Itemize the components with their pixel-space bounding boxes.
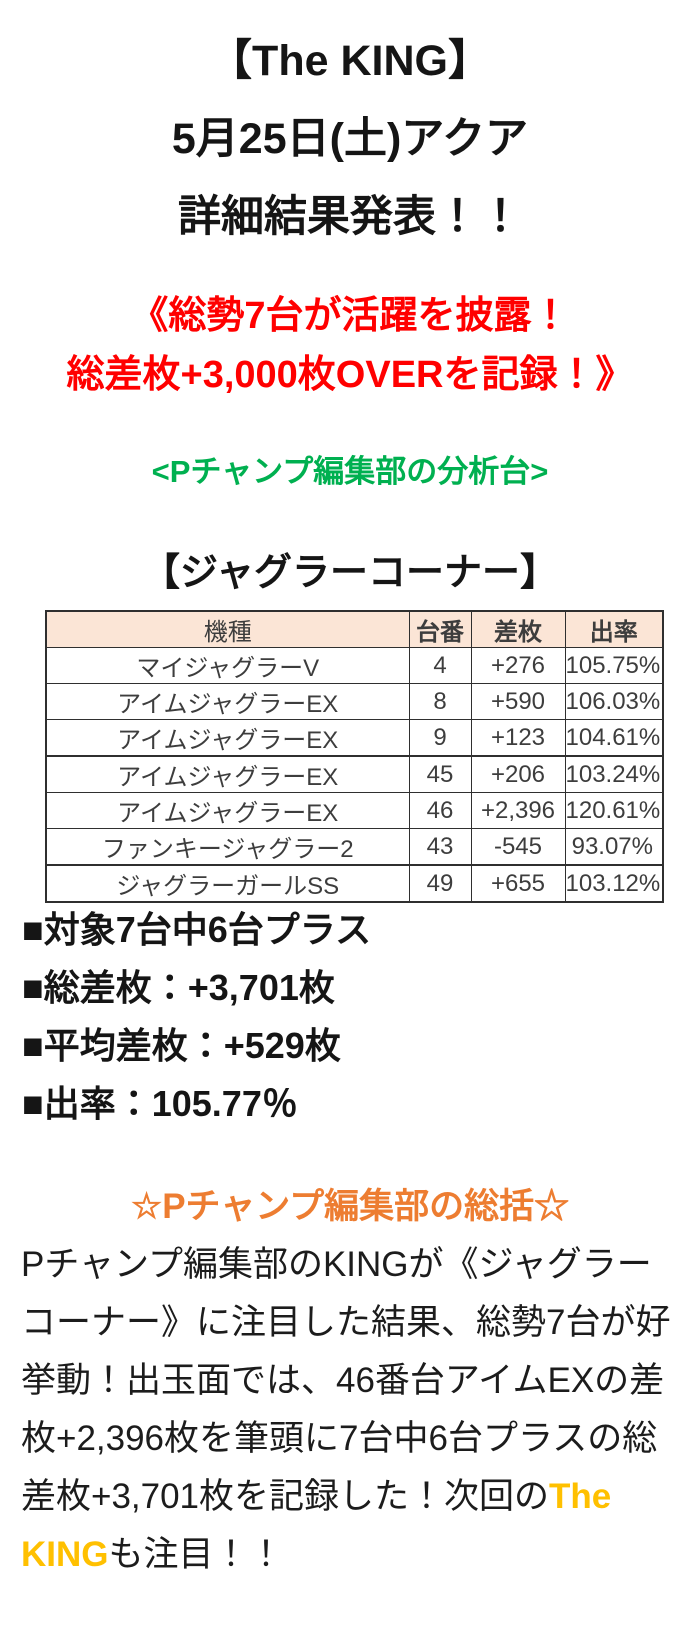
cell-machine: ファンキージャグラー2 (45, 828, 410, 866)
cell-diff-medals: +590 (470, 683, 566, 720)
summary-bullet: ■平均差枚：+529枚 (22, 1025, 341, 1066)
highlight-line-1: 《総勢7台が活躍を披露！ (130, 295, 570, 337)
analysis-tag-text: <Pチャンプ編集部の分析台> (151, 454, 549, 489)
recap-paragraph: Pチャンプ編集部のKINGが《ジャグラーコーナー》に注目した結果、総勢7台が好挙… (21, 1236, 679, 1584)
cell-payout-rate: 103.24% (564, 755, 664, 793)
recap-heading: ☆Pチャンプ編集部の総括☆ (130, 1187, 570, 1226)
cell-machine: アイムジャグラーEX (45, 719, 410, 757)
summary-bullet: ■総差枚：+3,701枚 (22, 967, 335, 1008)
page-title: 【The KING】 5月25日(土)アクア 詳細結果発表！！ (0, 22, 700, 256)
summary-bullets: ■対象7台中6台プラス ■総差枚：+3,701枚 ■平均差枚：+529枚 ■出率… (22, 901, 682, 1133)
cell-payout-rate: 106.03% (564, 683, 664, 720)
cell-diff-medals: +276 (470, 647, 566, 684)
recap-text-after: も注目！！ (108, 1535, 284, 1574)
cell-unit-number: 45 (408, 755, 472, 793)
cell-diff-medals: +206 (470, 755, 566, 793)
column-header-machine: 機種 (45, 610, 410, 648)
title-line-1: 【The KING】 (209, 37, 491, 85)
cell-machine: アイムジャグラーEX (45, 683, 410, 720)
cell-machine: ジャグラーガールSS (45, 864, 410, 903)
title-line-3: 詳細結果発表！！ (178, 193, 522, 241)
recap-text-before: Pチャンプ編集部のKINGが《ジャグラーコーナー》に注目した結果、総勢7台が好挙… (21, 1245, 671, 1516)
table-row: アイムジャグラーEX 46 +2,396 120.61% (45, 792, 664, 829)
column-header-diff-medals: 差枚 (470, 610, 566, 648)
column-header-unit-number: 台番 (408, 610, 472, 648)
cell-payout-rate: 105.75% (564, 647, 664, 684)
cell-payout-rate: 120.61% (564, 792, 664, 829)
cell-payout-rate: 93.07% (564, 828, 664, 866)
cell-unit-number: 46 (408, 792, 472, 829)
cell-diff-medals: +123 (470, 719, 566, 757)
summary-bullet: ■対象7台中6台プラス (22, 909, 372, 950)
table-row: マイジャグラーV 4 +276 105.75% (45, 647, 664, 684)
table-row: ファンキージャグラー2 43 -545 93.07% (45, 828, 664, 866)
summary-bullet: ■出率：105.77％ (22, 1083, 298, 1124)
cell-unit-number: 43 (408, 828, 472, 866)
cell-unit-number: 49 (408, 864, 472, 903)
cell-machine: マイジャグラーV (45, 647, 410, 684)
cell-diff-medals: -545 (470, 828, 566, 866)
table-row: アイムジャグラーEX 9 +123 104.61% (45, 719, 664, 757)
cell-payout-rate: 103.12% (564, 864, 664, 903)
table-row: アイムジャグラーEX 45 +206 103.24% (45, 755, 664, 793)
results-table: 機種 台番 差枚 出率 マイジャグラーV 4 +276 105.75% アイムジ… (45, 610, 664, 903)
cell-unit-number: 4 (408, 647, 472, 684)
highlight-heading: 《総勢7台が活躍を披露！ 総差枚+3,000枚OVERを記録！》 (0, 287, 700, 405)
cell-diff-medals: +655 (470, 864, 566, 903)
cell-payout-rate: 104.61% (564, 719, 664, 757)
recap-highlight-the-king: The KING (21, 1477, 612, 1574)
title-line-2: 5月25日(土)アクア (171, 115, 529, 163)
column-header-payout-rate: 出率 (564, 610, 664, 648)
table-row: ジャグラーガールSS 49 +655 103.12% (45, 864, 664, 903)
table-header-row: 機種 台番 差枚 出率 (45, 610, 664, 648)
cell-unit-number: 9 (408, 719, 472, 757)
cell-diff-medals: +2,396 (470, 792, 566, 829)
cell-machine: アイムジャグラーEX (45, 755, 410, 793)
table-row: アイムジャグラーEX 8 +590 106.03% (45, 683, 664, 720)
cell-unit-number: 8 (408, 683, 472, 720)
cell-machine: アイムジャグラーEX (45, 792, 410, 829)
highlight-line-2: 総差枚+3,000枚OVERを記録！》 (66, 354, 634, 396)
corner-heading: 【ジャグラーコーナー】 (141, 552, 559, 594)
